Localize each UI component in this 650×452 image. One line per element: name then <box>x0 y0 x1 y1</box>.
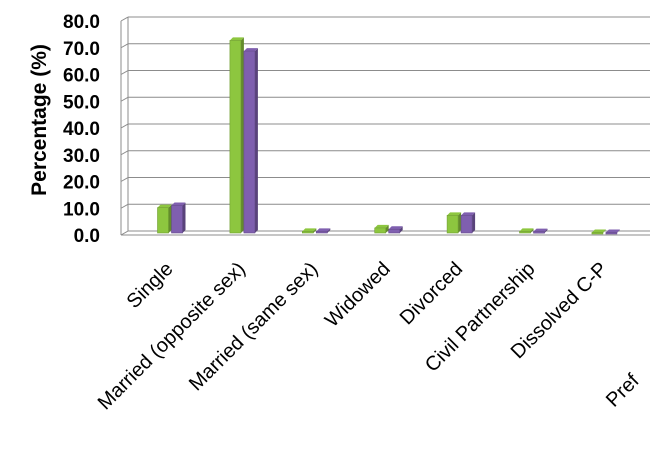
gridline-side <box>120 177 129 182</box>
gridline-side <box>120 70 129 75</box>
gridline-side <box>120 230 129 236</box>
bar <box>171 202 186 234</box>
x-tick-label: Married (same sex) <box>185 258 322 395</box>
bar <box>591 229 606 235</box>
bar <box>388 226 403 234</box>
gridline-side <box>120 96 129 102</box>
bar <box>243 48 258 234</box>
y-tick-label: 30.0 <box>63 146 100 167</box>
y-tick-label: 60.0 <box>63 66 100 87</box>
bar <box>301 228 317 234</box>
y-tick-label: 40.0 <box>63 119 100 140</box>
y-tick-label: 20.0 <box>63 173 100 194</box>
y-tick-label: 80.0 <box>63 12 100 33</box>
bar <box>315 228 331 234</box>
bars <box>157 37 620 235</box>
bar <box>533 228 548 234</box>
gridline-side <box>120 150 129 156</box>
bar <box>605 229 620 235</box>
y-axis: 80.0 70.0 60.0 50.0 40.0 30.0 20.0 10.0 0.0 <box>63 12 100 247</box>
y-tick-label: 10.0 <box>63 199 100 220</box>
gridline-side <box>120 123 129 129</box>
bar <box>446 212 462 234</box>
x-tick-label: Single <box>123 258 178 313</box>
gridline-side <box>120 16 129 22</box>
y-tick-label: 0.0 <box>74 226 100 247</box>
gridlines <box>120 16 650 236</box>
bar <box>519 228 534 234</box>
x-tick-label: Married (opposite sex) <box>94 258 250 414</box>
bar <box>374 224 389 234</box>
y-tick-label: 70.0 <box>63 39 100 60</box>
y-axis-title: Percentage (%) <box>28 44 51 196</box>
gridline-side <box>120 43 129 49</box>
gridline-side <box>120 203 129 209</box>
bar <box>229 37 244 234</box>
y-tick-label: 50.0 <box>63 92 100 113</box>
x-tick-label: Pref <box>602 370 644 412</box>
x-tick-label: Divorced <box>396 258 467 329</box>
bar <box>157 204 172 234</box>
x-tick-label: Widowed <box>321 258 395 332</box>
bar <box>460 212 476 234</box>
